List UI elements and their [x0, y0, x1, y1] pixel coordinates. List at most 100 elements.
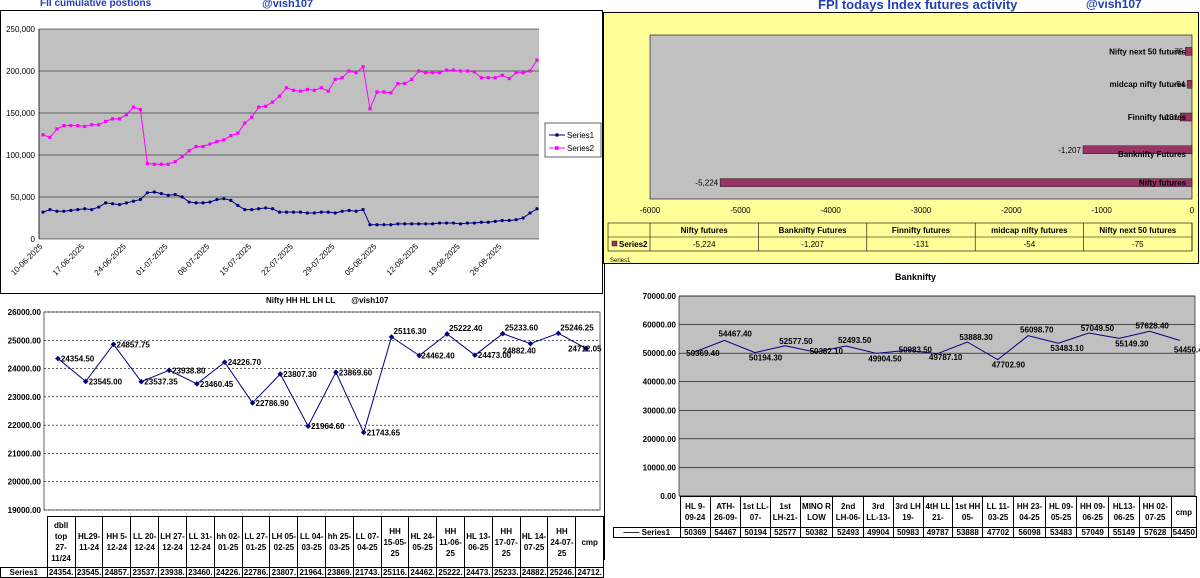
fii-series1-point: [319, 210, 323, 214]
banknifty-table-value: 53483: [1044, 527, 1078, 538]
fii-series2-point: [354, 71, 358, 75]
nifty-point-label: 22786.90: [256, 399, 290, 408]
fpi-bar: [1082, 145, 1193, 155]
nifty-table-series-label: Series1: [0, 567, 48, 578]
nifty-point-label: 25116.30: [394, 327, 427, 336]
nifty-table-category: HH 15-05-25: [380, 516, 410, 568]
banknifty-point-label: 54467.40: [719, 329, 753, 338]
fii-series2-point: [69, 124, 73, 128]
banknifty-y-tick-label: 10000.00: [643, 463, 677, 472]
fii-series2-point: [180, 155, 184, 159]
fpi-table-header: Finnifty futures: [892, 226, 951, 235]
fii-series1-point: [368, 223, 372, 227]
banknifty-table-category: HL 09-05-25: [1044, 496, 1078, 528]
nifty-table-category: hh 25-03-25: [325, 516, 354, 568]
fii-series2-point: [396, 82, 400, 86]
nifty-point-label: 24226.70: [228, 358, 262, 367]
nifty-y-tick-label: 22000.00: [8, 421, 42, 430]
fii-series1-point: [264, 206, 268, 210]
fii-series2-point: [444, 68, 449, 72]
banknifty-table-category: 1st LH-21-: [769, 496, 801, 528]
banknifty-point-label: 49904.50: [868, 354, 902, 363]
nifty-title-text: Nifty HH HL LH LL: [266, 296, 336, 305]
nifty-table-value: 25116.: [380, 567, 410, 578]
fii-y-tick-label: 50,000: [11, 193, 36, 202]
nifty-y-tick-label: 24000.00: [8, 365, 42, 374]
nifty-table-value: 23869.: [325, 567, 354, 578]
nifty-point-label: 24857.75: [117, 340, 151, 349]
fii-series1-point: [312, 211, 316, 215]
fpi-table-value: -75: [1132, 240, 1144, 249]
fii-series1-point: [424, 222, 428, 226]
nifty-point-label: 24462.40: [421, 351, 455, 360]
fii-series1-point: [110, 202, 115, 206]
nifty-point-label: 23460.45: [200, 380, 234, 389]
fii-series2-point: [507, 76, 511, 81]
banknifty-point-label: 57049.50: [1081, 324, 1115, 333]
banknifty-table-value: 57049: [1076, 527, 1110, 538]
banknifty-table-category: HH 02-07-25: [1138, 496, 1172, 528]
fii-series1-point: [152, 190, 156, 194]
banknifty-table-value: 50983: [892, 527, 924, 538]
fii-series2-point: [41, 133, 45, 137]
fii-series2-point: [486, 76, 490, 80]
fii-series1-point: [55, 209, 59, 213]
fii-series1-point: [229, 198, 233, 202]
fii-series1-point: [76, 208, 80, 212]
nifty-y-tick-label: 26000.00: [8, 308, 42, 317]
banknifty-table-category: 2nd LH-06-: [832, 496, 864, 528]
nifty-point-label: 24473.00: [478, 351, 512, 360]
fii-series1-point: [507, 218, 511, 223]
banknifty-table-value: 55149: [1108, 527, 1140, 538]
nifty-table-value: 24226.: [213, 567, 243, 578]
fii-series1-point: [375, 223, 379, 227]
nifty-point-label: 25246.25: [560, 323, 594, 332]
fii-y-tick-label: 250,000: [6, 25, 35, 34]
fii-series1-point: [472, 221, 476, 225]
banknifty-series-line: [694, 330, 1180, 361]
fii-series1-point: [451, 221, 456, 225]
banknifty-y-tick-label: 60000.00: [643, 321, 677, 330]
nifty-point: [583, 345, 589, 352]
fii-series2-point: [347, 69, 351, 73]
fii-x-tick-label: 17-06-2025: [51, 242, 87, 278]
banknifty-table-category: MINO R LOW: [799, 496, 834, 528]
fpi-x-tick-label: -5000: [730, 206, 751, 215]
fii-x-tick-label: 15-07-2025: [218, 242, 254, 278]
fii-series1-point: [208, 200, 212, 204]
fii-series2-point: [361, 65, 365, 69]
fii-series1-point: [201, 201, 205, 205]
fii-series2-point: [333, 77, 337, 81]
banknifty-table-header-row: HL 9-09-24 ATH-26-09- 1st LL-07- 1st LH-21-…: [613, 496, 1198, 528]
nifty-series-line: [57, 332, 587, 434]
banknifty-chart: 0.0010000.0020000.0030000.0040000.005000…: [643, 292, 1200, 501]
banknifty-table-value: 52577: [769, 527, 801, 538]
fii-series1-point: [298, 210, 303, 214]
fpi-table-value: -54: [1024, 240, 1036, 249]
fii-series2-point: [493, 76, 497, 80]
fpi-table-header: midcap nifty futures: [991, 226, 1068, 235]
nifty-table-value: 25233.: [491, 567, 521, 578]
nifty-point-label: 25222.40: [449, 324, 483, 333]
nifty-point: [555, 330, 562, 337]
fii-series1-point: [83, 207, 87, 211]
banknifty-table-value-row: —— Series1 50369 54467 50194 52577 50382 52493…: [613, 527, 1198, 538]
banknifty-table-category: 3rd LL-13-: [862, 496, 894, 528]
fii-x-tick-label: 24-06-2025: [93, 242, 129, 278]
fii-series1-point: [528, 211, 532, 215]
fii-series2-point: [194, 145, 198, 149]
nifty-panel: Nifty HH HL LH LL @vish107 19000.00 20000…: [0, 294, 604, 578]
fii-x-tick-label: 08-07-2025: [176, 242, 212, 278]
fii-x-tick-label: 19-08-2025: [427, 242, 463, 278]
banknifty-table-value: 49787: [922, 527, 954, 538]
fpi-bar: [1186, 79, 1193, 89]
nifty-table-category: LH 05-02-25: [269, 516, 299, 568]
fpi-x-tick-label: -1000: [1091, 206, 1112, 215]
fii-series1-point: [444, 221, 449, 225]
banknifty-y-tick-label: 30000.00: [643, 406, 677, 415]
fii-series1-point: [166, 193, 170, 197]
banknifty-table-series-label: —— Series1: [613, 527, 681, 538]
fii-series1-point: [97, 205, 101, 209]
fii-series2-point: [514, 71, 518, 75]
fpi-table-header: Banknifty Futures: [779, 226, 848, 235]
